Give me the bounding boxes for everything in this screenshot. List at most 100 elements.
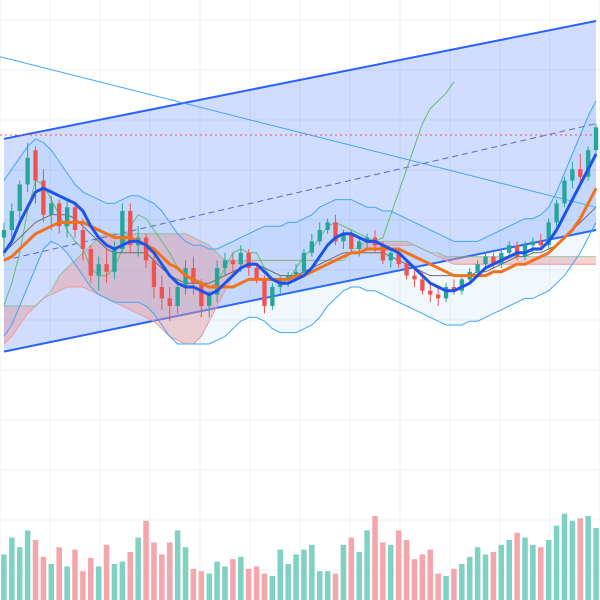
- volume-bar-down: [245, 568, 252, 600]
- candle-down: [80, 218, 86, 261]
- candle-body: [151, 260, 157, 287]
- candle-body: [578, 169, 583, 177]
- candle-body: [214, 268, 220, 295]
- candle-body: [420, 279, 425, 291]
- candle-down: [514, 241, 520, 261]
- candle-body: [104, 264, 109, 272]
- candle-body: [554, 203, 559, 223]
- volume-bar-up: [561, 513, 568, 600]
- volume-bar-down: [230, 559, 236, 600]
- candle-up: [483, 252, 488, 268]
- candle-body: [9, 211, 15, 230]
- volume-bar-up: [174, 530, 181, 600]
- candle-body: [396, 252, 401, 265]
- candle-up: [222, 252, 228, 276]
- volume-bar-up: [269, 576, 276, 600]
- candle-body: [514, 245, 520, 257]
- volume-bar-down: [514, 532, 520, 600]
- candle-down: [128, 203, 133, 253]
- candle-up: [522, 241, 528, 261]
- channel-upper-line: [3, 20, 597, 140]
- volume-bar-up: [530, 544, 536, 600]
- candle-down: [167, 287, 172, 322]
- candle-up: [64, 199, 70, 238]
- candle-body: [585, 150, 591, 177]
- candle-body: [72, 207, 78, 230]
- moving-averages: [2, 153, 598, 297]
- candle-down: [57, 199, 62, 234]
- volume-bar-down: [127, 552, 134, 600]
- candle-up: [499, 249, 504, 268]
- candle-body: [388, 252, 393, 261]
- candle-body: [175, 287, 180, 306]
- candle-down: [333, 214, 338, 246]
- candle-body: [254, 268, 259, 280]
- candle-down: [230, 252, 236, 276]
- volume-bar-up: [309, 544, 315, 600]
- candle-body: [483, 256, 488, 265]
- candle-up: [546, 218, 551, 249]
- candle-up: [183, 260, 188, 295]
- volume-bar-down: [261, 573, 268, 600]
- volume-bar-down: [403, 540, 410, 600]
- candle-body: [459, 279, 465, 291]
- candle-down: [151, 252, 157, 299]
- candle-body: [183, 268, 188, 287]
- volume-bar-up: [222, 566, 228, 600]
- candle-up: [175, 279, 180, 314]
- volume-bar-down: [427, 549, 434, 600]
- volume-bar-up: [324, 571, 331, 600]
- candle-up: [507, 241, 512, 257]
- candle-body: [325, 222, 330, 230]
- candle-body: [270, 287, 275, 306]
- candle-body: [357, 241, 362, 249]
- volume-bar-up: [522, 537, 528, 600]
- candle-up: [301, 249, 307, 276]
- volume-bar-up: [24, 530, 31, 600]
- candle-down: [246, 249, 251, 276]
- volume-bar-down: [380, 542, 386, 600]
- candle-up: [25, 142, 30, 192]
- volume-bar-up: [119, 561, 126, 600]
- indicator-lines: [0, 56, 600, 307]
- candle-up: [443, 283, 449, 303]
- candle-up: [214, 260, 220, 303]
- lagging-line: [3, 81, 455, 307]
- candle-body: [230, 260, 236, 265]
- candle-body: [57, 203, 62, 227]
- candle-up: [475, 260, 480, 276]
- volume-bar-down: [348, 537, 355, 600]
- volume-bar-down: [411, 559, 418, 600]
- candle-down: [104, 249, 109, 284]
- candle-body: [64, 207, 70, 227]
- candle-body: [167, 298, 172, 306]
- candle-body: [41, 180, 46, 215]
- candle-up: [554, 199, 559, 227]
- candle-down: [262, 275, 267, 314]
- candle-up: [459, 275, 465, 295]
- candle-body: [112, 249, 117, 272]
- candle-up: [309, 233, 315, 257]
- volume-bar-down: [577, 518, 584, 600]
- ma-fast-line: [2, 153, 598, 297]
- band-upper-line: [3, 100, 597, 250]
- volume-bar-down: [32, 540, 39, 600]
- candle-up: [96, 256, 101, 291]
- candle-body: [404, 264, 409, 276]
- candle-body: [341, 233, 346, 242]
- candle-up: [593, 123, 599, 154]
- candle-up: [17, 180, 22, 219]
- candle-body: [562, 180, 567, 204]
- candle-up: [562, 176, 567, 208]
- candle-body: [428, 290, 433, 295]
- candle-body: [309, 241, 315, 253]
- candle-body: [159, 287, 165, 299]
- volume-bar-down: [40, 556, 47, 600]
- candle-up: [325, 218, 330, 234]
- volume-bar-up: [238, 556, 244, 600]
- volume-bar-down: [56, 547, 62, 600]
- candle-down: [41, 169, 46, 223]
- candle-down: [435, 287, 441, 306]
